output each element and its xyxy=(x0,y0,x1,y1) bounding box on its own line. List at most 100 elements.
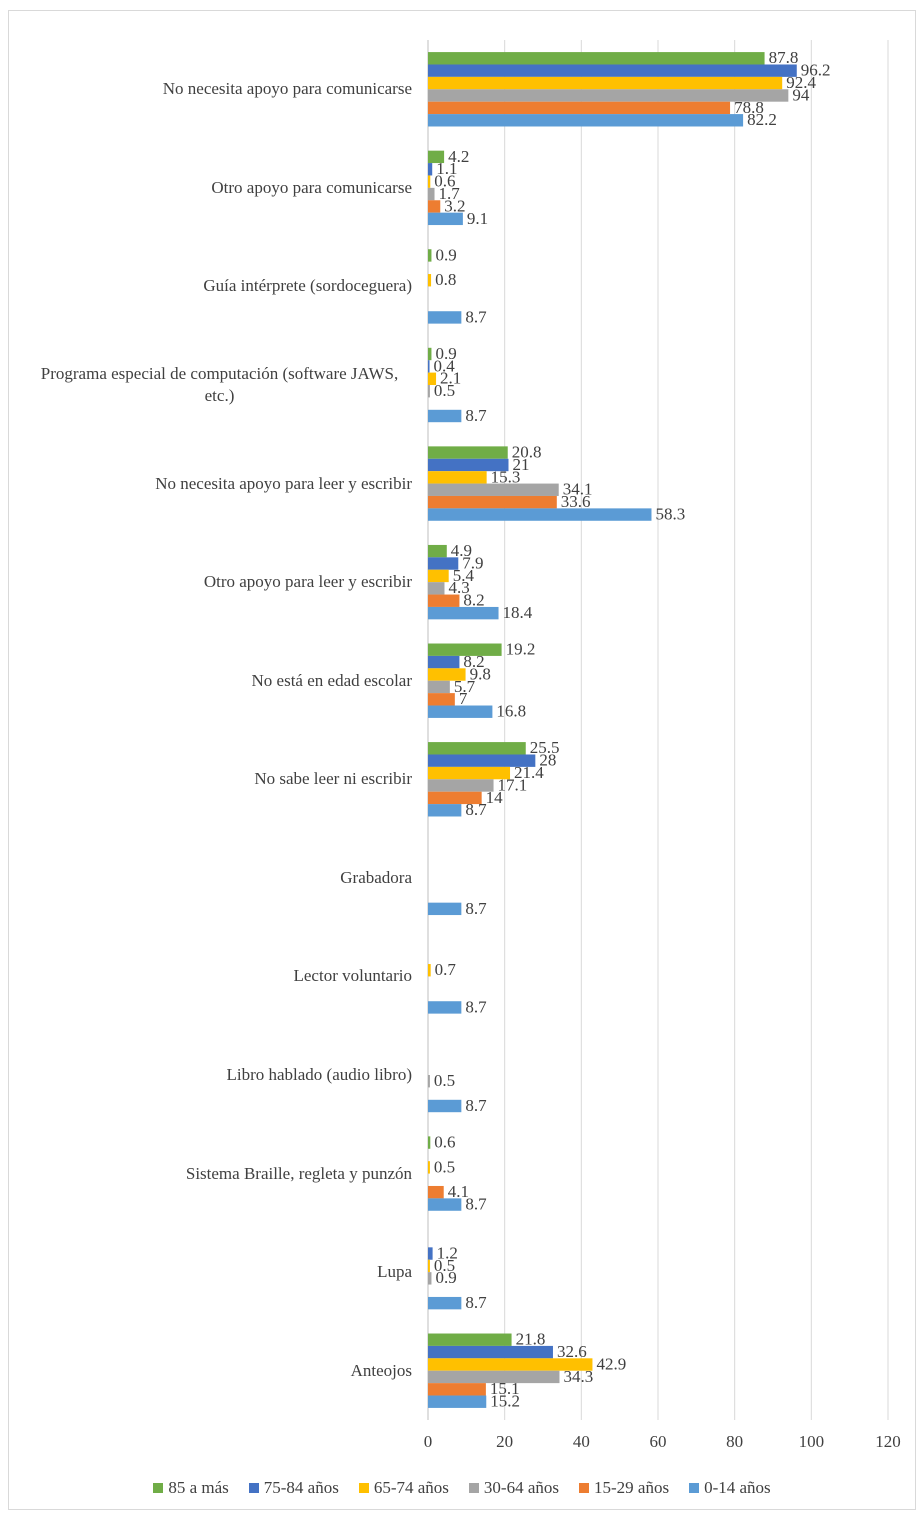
bar xyxy=(428,582,445,595)
bar xyxy=(428,1358,593,1371)
bar xyxy=(428,1383,486,1396)
category-label: No sabe leer ni escribir xyxy=(254,769,412,789)
bar xyxy=(428,114,744,127)
data-label: 94 xyxy=(792,85,810,104)
bar xyxy=(428,458,509,472)
bar xyxy=(428,446,508,459)
category-label: Programa especial de computación (softwa… xyxy=(40,364,399,405)
data-label: 2.1 xyxy=(440,369,461,388)
category-label: Guía intérprete (sordoceguera) xyxy=(203,276,412,296)
data-label: 15.1 xyxy=(490,1379,520,1398)
data-label: 0.9 xyxy=(435,245,456,264)
bar xyxy=(428,779,494,792)
data-label: 0.4 xyxy=(434,356,456,375)
bar xyxy=(428,89,789,102)
x-tick-label: 20 xyxy=(496,1432,513,1451)
data-label: 0.8 xyxy=(435,270,456,289)
bar xyxy=(428,101,731,115)
bar xyxy=(428,200,441,213)
bar xyxy=(428,668,466,681)
data-label: 8.7 xyxy=(465,406,487,425)
legend-label: 30-64 años xyxy=(483,1478,559,1497)
data-label: 8.7 xyxy=(465,800,487,819)
bar xyxy=(428,1185,444,1199)
bar xyxy=(428,705,493,718)
bar xyxy=(428,1161,430,1174)
legend-swatch xyxy=(468,1483,479,1493)
data-label: 8.7 xyxy=(465,1194,487,1213)
category-label: Libro hablado (audio libro) xyxy=(226,1065,412,1084)
bar xyxy=(428,754,536,767)
x-tick-label: 40 xyxy=(573,1432,590,1451)
bar xyxy=(428,1345,553,1359)
data-label: 0.6 xyxy=(434,1132,455,1151)
bar xyxy=(428,311,462,324)
bar xyxy=(428,187,435,201)
bar xyxy=(428,1259,430,1273)
legend-item: 30-64 años xyxy=(468,1478,559,1498)
data-label: 8.2 xyxy=(463,652,484,671)
data-label: 82.2 xyxy=(747,110,777,129)
data-label: 4.2 xyxy=(448,147,469,166)
bar xyxy=(428,680,450,694)
legend-item: 85 a más xyxy=(153,1478,229,1498)
bar xyxy=(428,557,459,570)
bar xyxy=(428,1296,462,1310)
bar xyxy=(428,471,487,484)
category-label: Lupa xyxy=(377,1262,412,1282)
data-label: 1.7 xyxy=(439,184,461,203)
data-label: 0.5 xyxy=(434,381,455,400)
bar xyxy=(428,766,511,780)
legend-item: 65-74 años xyxy=(358,1478,449,1498)
bar xyxy=(428,212,463,226)
bar xyxy=(428,1395,487,1408)
data-label: 5.4 xyxy=(453,566,475,585)
data-label: 15.2 xyxy=(490,1392,520,1411)
bar xyxy=(428,495,557,509)
bar xyxy=(428,64,797,77)
legend-label: 0-14 años xyxy=(704,1478,771,1497)
legend-label: 85 a más xyxy=(168,1478,229,1497)
bar xyxy=(428,508,652,521)
data-label: 21.8 xyxy=(516,1330,546,1349)
legend-item: 75-84 años xyxy=(248,1478,339,1498)
data-label: 0.5 xyxy=(434,1256,455,1275)
category-label: No está en edad escolar xyxy=(251,670,412,690)
bar xyxy=(428,569,449,583)
data-label: 4.9 xyxy=(451,541,472,560)
category-label: No necesita apoyo para comunicarse xyxy=(162,79,412,99)
legend-item: 0-14 años xyxy=(689,1478,771,1498)
bar xyxy=(428,372,437,385)
bar xyxy=(428,249,432,262)
data-label: 0.7 xyxy=(435,960,457,979)
bar xyxy=(428,1247,433,1260)
data-label: 18.4 xyxy=(503,603,533,622)
bar xyxy=(428,385,430,398)
bar xyxy=(428,175,431,188)
data-label: 4.1 xyxy=(448,1182,469,1201)
data-label: 3.2 xyxy=(444,196,465,215)
bar xyxy=(428,902,462,916)
data-label: 0.9 xyxy=(435,1268,456,1287)
bar xyxy=(428,1333,512,1346)
bar xyxy=(428,76,783,90)
data-label: 17.1 xyxy=(498,775,528,794)
bar xyxy=(428,1272,432,1285)
bar xyxy=(428,544,447,558)
bar xyxy=(428,52,765,65)
data-label: 1.1 xyxy=(436,159,457,178)
category-label: No necesita apoyo para leer y escribir xyxy=(155,473,412,493)
x-tick-label: 100 xyxy=(799,1432,825,1451)
bar xyxy=(428,409,462,423)
x-tick-label: 60 xyxy=(650,1432,667,1451)
data-label: 19.2 xyxy=(506,640,536,659)
legend-label: 15-29 años xyxy=(594,1478,670,1497)
chart-frame xyxy=(8,10,916,1510)
bar xyxy=(428,594,460,607)
data-label: 33.6 xyxy=(561,492,591,511)
bar xyxy=(428,606,499,620)
bar xyxy=(428,791,482,805)
data-label: 8.7 xyxy=(465,899,487,918)
legend: 85 a más 75-84 años 65-74 años 30-64 años 15… xyxy=(0,1478,924,1498)
